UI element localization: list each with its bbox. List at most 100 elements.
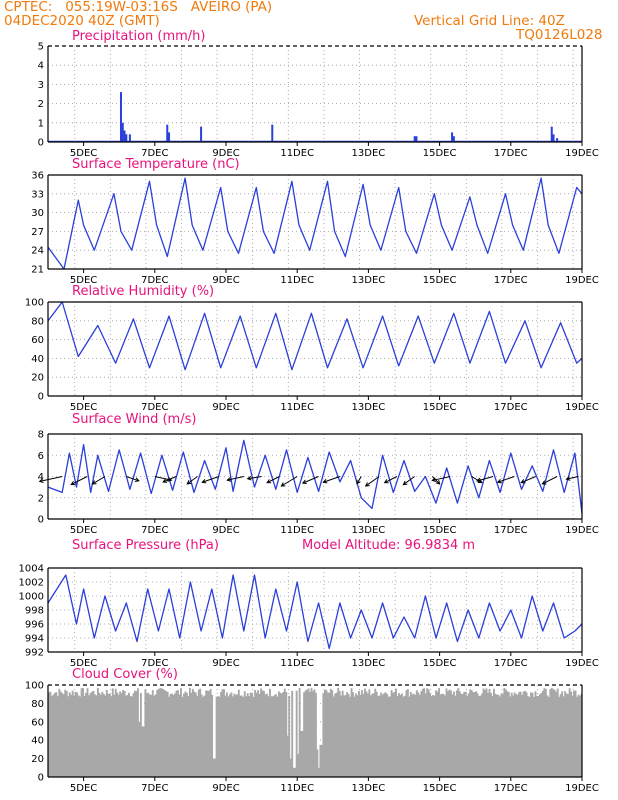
cloud-bar: [254, 690, 257, 777]
x-tick-label: 15DEC: [423, 148, 457, 159]
cloud-bar: [194, 692, 197, 777]
cloud-bar: [171, 693, 173, 777]
cloud-bar: [380, 692, 383, 777]
y-tick-label: 36: [31, 171, 44, 182]
cloud-bar: [280, 693, 283, 777]
cloud-bar: [68, 692, 71, 777]
cloud-bar: [300, 731, 303, 777]
cloud-bar: [323, 690, 326, 777]
cloud-bar: [58, 688, 61, 777]
cloud-bar: [285, 692, 288, 777]
x-tick-label: 7DEC: [141, 658, 168, 669]
wind-arrowhead: [541, 480, 547, 485]
cloud-bar: [61, 693, 64, 777]
cloud-bar: [470, 690, 473, 777]
y-tick-label: 8: [38, 430, 44, 441]
wind-arrow: [403, 476, 415, 485]
cloud-bar: [412, 693, 415, 777]
cloud-bar: [73, 695, 76, 777]
cloud-bar: [55, 692, 58, 777]
cloud-bar: [378, 695, 381, 777]
cloud-bar: [562, 696, 565, 777]
cloud-bar: [96, 687, 99, 777]
x-tick-label: 19DEC: [565, 275, 599, 286]
cloud-bar: [565, 693, 568, 777]
cloud-bar: [451, 694, 454, 777]
cloud-bar: [495, 694, 498, 777]
cloud-bar: [386, 693, 389, 777]
cloud-bar: [466, 695, 469, 777]
cloud-bar: [447, 691, 449, 777]
x-tick-label: 13DEC: [352, 402, 386, 413]
cloud-bar: [223, 689, 225, 777]
cloud-bar: [303, 692, 306, 777]
cloud-bar: [211, 694, 214, 777]
cloud-bar: [567, 694, 570, 777]
cloud-bar: [467, 693, 470, 777]
wind-arrowhead: [383, 479, 389, 484]
cloud-bar: [156, 689, 159, 777]
x-tick-label: 15DEC: [423, 275, 457, 286]
cloud-bar: [257, 690, 260, 777]
cloud-bar: [95, 695, 98, 777]
cloud-bar: [398, 693, 400, 777]
cloud-bar: [402, 696, 405, 777]
cloud-bar: [555, 691, 558, 777]
cloud-bar: [74, 691, 77, 777]
cloud-bar: [102, 693, 105, 777]
y-tick-label: 6: [38, 451, 44, 462]
cloud-bar: [135, 691, 138, 777]
cloud-bar: [512, 695, 515, 777]
y-tick-label: 0: [38, 138, 44, 149]
cloud-bar: [180, 688, 182, 777]
cloud-bar: [408, 696, 411, 777]
cloud-bar: [148, 694, 151, 777]
cloud-bar: [392, 692, 395, 777]
cloud-bar: [346, 692, 349, 777]
precip-bar: [415, 136, 418, 142]
wind-arrowhead: [70, 480, 76, 486]
wind-arrowhead: [435, 479, 441, 485]
cloud-bar: [59, 691, 62, 777]
cloud-bar: [160, 688, 163, 777]
cloud-bar: [282, 691, 285, 777]
cloud-bar: [344, 695, 347, 777]
x-tick-label: 13DEC: [352, 658, 386, 669]
cloud-bar: [464, 691, 467, 777]
series-line: [47, 177, 583, 270]
cloud-bar: [404, 695, 406, 777]
cloud-bar: [283, 688, 286, 777]
cloud-bar: [205, 690, 208, 777]
cloud-bar: [371, 693, 374, 777]
cloud-bar: [276, 696, 279, 777]
y-tick-label: 1000: [19, 592, 44, 603]
cloud-bar: [228, 694, 231, 777]
cloud-bar: [252, 696, 255, 777]
y-tick-label: 4: [38, 472, 44, 483]
cloud-bar: [341, 690, 344, 777]
cloud-bar: [111, 688, 114, 777]
cloud-bar: [561, 691, 564, 777]
precip-bar: [128, 134, 131, 142]
cloud-bar: [117, 694, 120, 777]
cloud-bar: [332, 696, 335, 777]
cloud-bar: [132, 693, 135, 777]
precip-bar: [123, 130, 126, 142]
cloud-bar: [427, 689, 430, 777]
header-model-code: TQ0126L028: [516, 27, 603, 43]
cloud-bar: [536, 696, 538, 777]
cloud-bar: [506, 691, 509, 777]
cloud-bar: [558, 696, 561, 777]
cloud-bar: [522, 691, 525, 777]
wind-arrowhead: [476, 477, 482, 483]
cloud-bar: [501, 693, 504, 777]
wind-arrowhead: [280, 482, 286, 487]
cloud-bar: [220, 692, 222, 777]
wind-arrow: [356, 476, 362, 484]
cloud-bar: [401, 693, 403, 777]
cloud-bar: [320, 744, 323, 777]
cloud-bar: [543, 688, 546, 777]
cloud-bar: [77, 695, 80, 777]
wind-arrowhead: [520, 479, 526, 484]
x-tick-label: 11DEC: [280, 525, 314, 536]
